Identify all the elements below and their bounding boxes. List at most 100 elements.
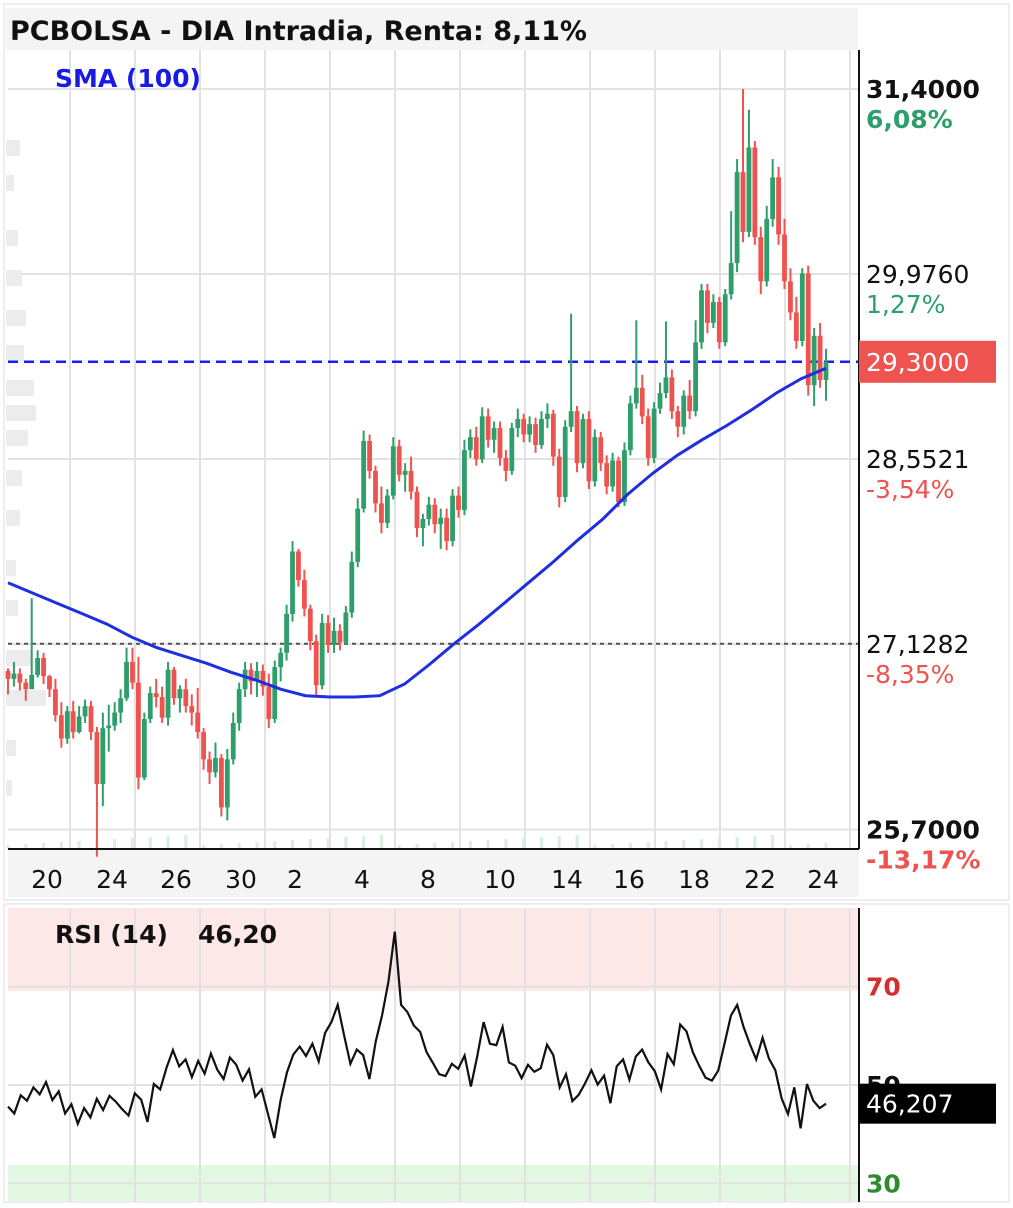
candle-body <box>687 395 693 412</box>
candle-body <box>663 377 669 393</box>
candle-body <box>414 491 420 529</box>
candle-body <box>118 698 124 713</box>
candle-body <box>390 446 396 496</box>
candle-body <box>124 661 129 699</box>
candle-body <box>586 418 592 482</box>
price-level-label: 25,7000 <box>866 816 980 845</box>
candle-body <box>171 669 177 699</box>
candle-body <box>396 446 402 475</box>
volume-bar <box>237 843 241 849</box>
candle-body <box>183 689 189 707</box>
candle-body <box>675 411 681 427</box>
candle-body <box>248 669 254 682</box>
price-level-percent: 1,27% <box>866 290 945 319</box>
rsi-overbought-zone <box>8 908 859 991</box>
candle-body <box>722 294 728 343</box>
volume-bar <box>273 841 277 849</box>
candle-body <box>5 671 11 679</box>
candle-body <box>574 411 580 464</box>
candle-body <box>450 495 455 542</box>
candle-body <box>456 495 461 510</box>
candle-body <box>580 418 586 464</box>
rsi-level-label: 70 <box>866 973 901 1002</box>
price-level-percent: -3,54% <box>866 475 954 504</box>
candle-body <box>788 281 793 313</box>
candle-body <box>426 504 432 520</box>
volume-bar <box>771 835 775 849</box>
candle-body <box>331 630 337 646</box>
candle-body <box>284 613 289 653</box>
candle-body <box>823 361 829 380</box>
candle-body <box>503 457 509 471</box>
volume-bar <box>575 835 579 849</box>
candle-body <box>349 561 355 613</box>
candle-body <box>550 413 556 457</box>
volume-bar <box>326 838 330 849</box>
chart-title: PCBOLSA - DIA Intradia, Renta: 8,11% <box>10 16 587 47</box>
x-tick-label: 30 <box>225 865 257 894</box>
candle-body <box>230 722 236 760</box>
x-tick-label: 20 <box>31 865 63 894</box>
candle-body <box>47 676 52 690</box>
volume-profile-bar <box>6 510 20 526</box>
candle-body <box>782 234 787 282</box>
candle-body <box>515 418 521 429</box>
volume-bar <box>184 835 188 849</box>
candle-body <box>70 711 76 733</box>
volume-bar <box>379 835 383 849</box>
rsi-frame <box>3 903 1010 1203</box>
candle-body <box>633 387 639 404</box>
candle-body <box>479 416 485 460</box>
rsi-line <box>7 931 827 1139</box>
candle-body <box>94 732 100 785</box>
candle-body <box>296 551 301 581</box>
volume-bar <box>646 842 650 849</box>
volume-profile-bar <box>6 560 16 576</box>
candle-body <box>467 437 473 451</box>
candle-body <box>627 403 633 451</box>
volume-bar <box>682 840 686 849</box>
price-level-percent: -13,17% <box>866 846 981 875</box>
volume-bar <box>130 838 134 849</box>
candle-body <box>218 758 224 808</box>
x-tick-label: 14 <box>551 865 583 894</box>
candle-body <box>373 470 378 504</box>
volume-profile-bar <box>6 345 24 361</box>
candle-body <box>153 693 159 697</box>
candle-body <box>420 519 426 529</box>
candle-body <box>58 715 64 739</box>
x-tick-label: 26 <box>160 865 192 894</box>
x-tick-label: 8 <box>420 865 436 894</box>
volume-profile-bar <box>6 740 16 756</box>
candle-body <box>497 428 503 458</box>
volume-bar <box>24 844 28 849</box>
candle-body <box>53 689 58 716</box>
candle-body <box>106 725 112 729</box>
x-tick-label: 24 <box>807 865 839 894</box>
volume-profile-bar <box>6 270 22 286</box>
candle-body <box>817 335 823 380</box>
volume-bar <box>700 839 704 849</box>
candle-body <box>11 673 17 679</box>
price-level-label: 27,1282 <box>866 630 969 659</box>
candle-body <box>491 428 497 440</box>
candle-body <box>260 671 266 687</box>
candle-body <box>343 612 349 643</box>
candle-body <box>254 671 260 682</box>
candle-body <box>177 689 183 699</box>
candle-body <box>29 674 35 690</box>
price-level-percent: 6,08% <box>866 105 953 134</box>
volume-bar <box>219 844 223 849</box>
volume-bar <box>611 844 615 849</box>
candle-body <box>432 504 438 525</box>
outer-frame <box>3 3 1010 901</box>
candle-body <box>462 450 467 510</box>
candle-body <box>136 682 141 778</box>
rsi-current-label: 46,207 <box>866 1090 953 1119</box>
candle-body <box>811 335 817 386</box>
volume-bar <box>451 842 455 849</box>
volume-bar <box>753 836 757 849</box>
candle-body <box>639 387 645 417</box>
candle-body <box>556 456 562 497</box>
